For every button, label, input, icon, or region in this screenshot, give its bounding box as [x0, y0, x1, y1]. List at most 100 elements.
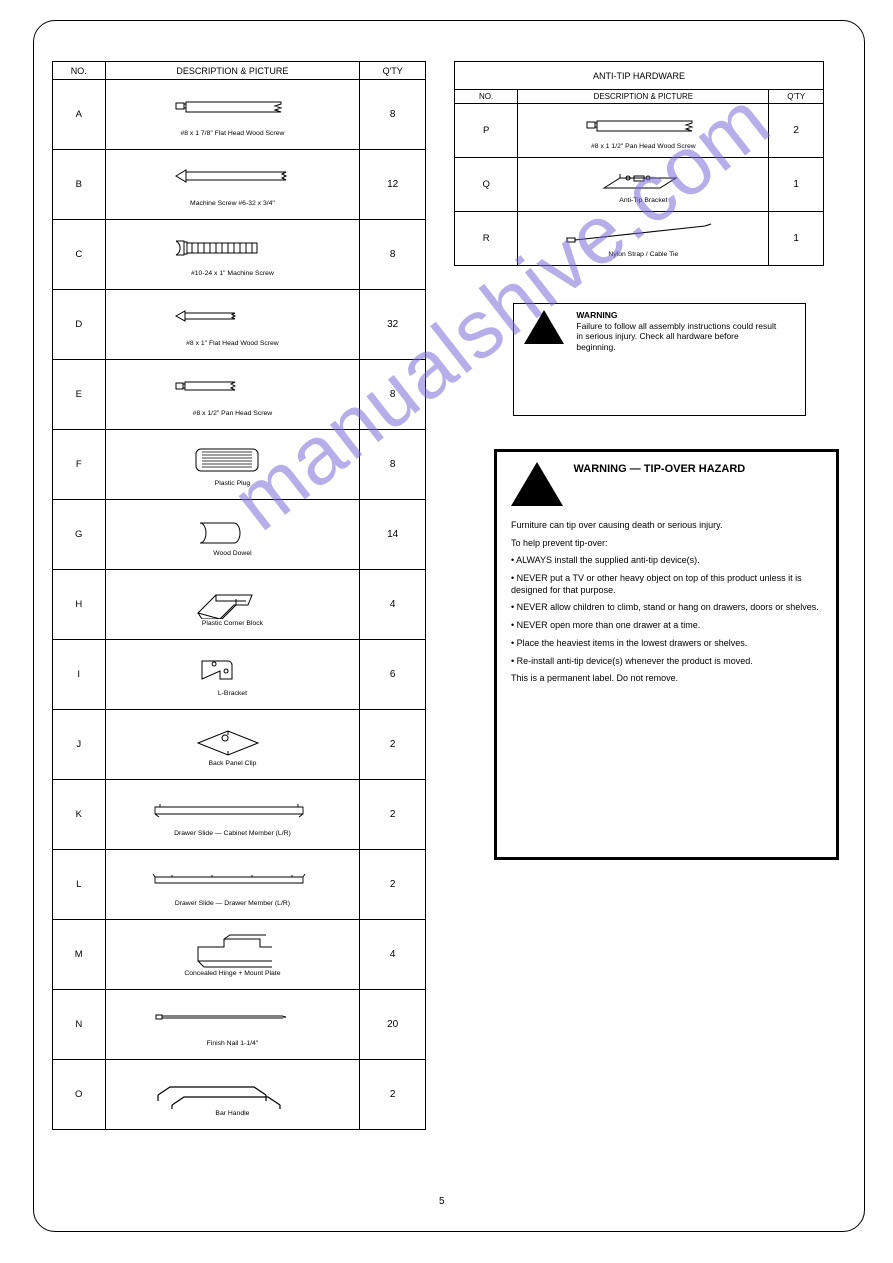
table-row: MConcealed Hinge + Mount Plate4: [53, 920, 426, 990]
part-id: D: [53, 290, 106, 360]
warning-triangle-icon: [511, 462, 563, 506]
header-qty: Q'TY: [360, 62, 426, 80]
part-pic-cell: Drawer Slide — Drawer Member (L/R): [105, 850, 360, 920]
part-id: G: [53, 500, 106, 570]
part-id: C: [53, 220, 106, 290]
slide-1-icon: [152, 793, 312, 829]
part-id: Q: [455, 158, 518, 212]
cable-tie-icon: [563, 220, 723, 250]
part-label: #8 x 1 1/2" Pan Head Wood Screw: [591, 143, 696, 150]
part-pic-cell: #10-24 x 1" Machine Screw: [105, 220, 360, 290]
r-header-qty: Q'TY: [769, 90, 824, 104]
part-qty: 1: [769, 158, 824, 212]
table-row: HPlastic Corner Block4: [53, 570, 426, 640]
part-pic-cell: Finish Nail 1-1/4": [105, 990, 360, 1060]
part-label: Nylon Strap / Cable Tie: [608, 251, 678, 258]
screw-pan-long-icon: [583, 112, 703, 142]
part-label: #8 x 1" Flat Head Wood Screw: [186, 340, 279, 347]
part-pic-cell: Nylon Strap / Cable Tie: [518, 212, 769, 266]
table-row: QAnti-Tip Bracket1: [455, 158, 824, 212]
part-qty: 2: [769, 104, 824, 158]
part-pic-cell: Concealed Hinge + Mount Plate: [105, 920, 360, 990]
warning-line: To help prevent tip-over:: [511, 538, 822, 550]
part-qty: 8: [360, 360, 426, 430]
part-pic-cell: #8 x 1 7/8" Flat Head Wood Screw: [105, 80, 360, 150]
warning-line: This is a permanent label. Do not remove…: [511, 673, 822, 685]
part-id: L: [53, 850, 106, 920]
part-label: Plastic Plug: [215, 480, 251, 487]
warning-triangle-icon: [524, 310, 564, 344]
part-pic-cell: Back Panel Clip: [105, 710, 360, 780]
part-qty: 1: [769, 212, 824, 266]
dowel-icon: [192, 513, 272, 549]
part-label: #8 x 1/2" Pan Head Screw: [193, 410, 273, 417]
part-id: K: [53, 780, 106, 850]
part-label: #8 x 1 7/8" Flat Head Wood Screw: [180, 130, 284, 137]
part-qty: 8: [360, 430, 426, 500]
warning-large-body: Furniture can tip over causing death or …: [511, 520, 822, 685]
warning-large-title: WARNING — TIP-OVER HAZARD: [574, 463, 746, 475]
corner-block-icon: [192, 583, 272, 619]
warning-line: • Place the heaviest items in the lowest…: [511, 638, 822, 650]
page-number: 5: [439, 1196, 445, 1207]
screw-countersunk-long-icon: [172, 163, 292, 199]
part-label: Plastic Corner Block: [202, 620, 263, 627]
table-row: C #10-24 x 1" Machine Screw 8: [53, 220, 426, 290]
table-row: IL-Bracket6: [53, 640, 426, 710]
part-id: I: [53, 640, 106, 710]
warning-small-text: WARNING Failure to follow all assembly i…: [576, 310, 776, 353]
warning-line: • ALWAYS install the supplied anti-tip d…: [511, 555, 822, 567]
right-header-row: NO. DESCRIPTION & PICTURE Q'TY: [455, 90, 824, 104]
parts-table-antitip: ANTI-TIP HARDWARE NO. DESCRIPTION & PICT…: [454, 61, 824, 266]
screw-pan-long-icon: [172, 93, 292, 129]
part-id: J: [53, 710, 106, 780]
part-pic-cell: Plastic Plug: [105, 430, 360, 500]
warning-line: • Re-install anti-tip device(s) whenever…: [511, 656, 822, 668]
part-pic-cell: Wood Dowel: [105, 500, 360, 570]
part-pic-cell: Drawer Slide — Cabinet Member (L/R): [105, 780, 360, 850]
machine-screw-icon: [172, 233, 292, 269]
warning-line: • NEVER put a TV or other heavy object o…: [511, 573, 822, 596]
panel-clip-icon: [192, 723, 272, 759]
table-row: OBar Handle2: [53, 1060, 426, 1130]
table-row: GWood Dowel14: [53, 500, 426, 570]
handles-icon: [152, 1073, 312, 1109]
table-row: E#8 x 1/2" Pan Head Screw8: [53, 360, 426, 430]
part-label: #10-24 x 1" Machine Screw: [191, 270, 274, 277]
table-row: RNylon Strap / Cable Tie1: [455, 212, 824, 266]
part-id: N: [53, 990, 106, 1060]
nail-icon: [152, 1003, 312, 1039]
part-label: Bar Handle: [215, 1110, 249, 1117]
part-qty: 8: [360, 220, 426, 290]
plug-slot-icon: [192, 443, 272, 479]
part-id: F: [53, 430, 106, 500]
part-label: Back Panel Clip: [208, 760, 256, 767]
screw-pan-short-icon: [172, 373, 292, 409]
part-qty: 8: [360, 80, 426, 150]
header-no: NO.: [53, 62, 106, 80]
parts-table-main: NO. DESCRIPTION & PICTURE Q'TY A#8 x 1 7…: [52, 61, 426, 1130]
part-label: Drawer Slide — Cabinet Member (L/R): [174, 830, 291, 837]
part-qty: 2: [360, 850, 426, 920]
part-id: M: [53, 920, 106, 990]
part-label: Wood Dowel: [213, 550, 251, 557]
warning-small: WARNING Failure to follow all assembly i…: [513, 303, 806, 416]
part-label: Concealed Hinge + Mount Plate: [184, 970, 280, 977]
part-label: Drawer Slide — Drawer Member (L/R): [175, 900, 290, 907]
table-row: A#8 x 1 7/8" Flat Head Wood Screw8: [53, 80, 426, 150]
part-pic-cell: #8 x 1 1/2" Pan Head Wood Screw: [518, 104, 769, 158]
l-bracket-icon: [192, 653, 272, 689]
part-qty: 20: [360, 990, 426, 1060]
right-title-row: ANTI-TIP HARDWARE: [455, 62, 824, 90]
part-id: B: [53, 150, 106, 220]
warning-large-head: WARNING — TIP-OVER HAZARD: [574, 462, 814, 476]
part-pic-cell: L-Bracket: [105, 640, 360, 710]
part-id: H: [53, 570, 106, 640]
part-qty: 6: [360, 640, 426, 710]
part-pic-cell: #8 x 1/2" Pan Head Screw: [105, 360, 360, 430]
part-pic-cell: Plastic Corner Block: [105, 570, 360, 640]
table-row: BMachine Screw #6-32 x 3/4"12: [53, 150, 426, 220]
warning-line: Furniture can tip over causing death or …: [511, 520, 822, 532]
table-row: P#8 x 1 1/2" Pan Head Wood Screw2: [455, 104, 824, 158]
part-pic-cell: Machine Screw #6-32 x 3/4": [105, 150, 360, 220]
